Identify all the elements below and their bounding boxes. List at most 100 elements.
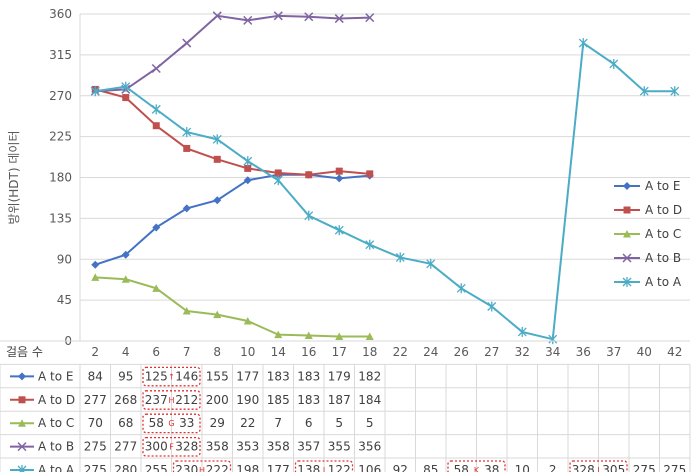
- legend-label: A to B: [645, 251, 681, 265]
- table-cell: 138: [297, 463, 320, 472]
- table-row-label: A to A: [38, 463, 75, 472]
- data-point: [121, 250, 130, 259]
- table-cell: 187: [328, 393, 351, 407]
- table-row-label: A to C: [38, 416, 74, 430]
- y-tick-label: 225: [49, 130, 72, 144]
- legend-label: A to A: [645, 275, 682, 289]
- marker-stroke: [151, 63, 161, 74]
- legend-marker: [623, 230, 631, 238]
- x-tick-label: 16: [301, 345, 316, 359]
- table-legend-marker: [17, 442, 27, 452]
- x-tick-label: 8: [213, 345, 221, 359]
- data-point: [335, 167, 343, 175]
- legend-label: A to D: [645, 203, 682, 217]
- table-cell: 58: [454, 463, 469, 472]
- highlight-rect: [142, 436, 201, 457]
- table-cell: 6: [305, 416, 313, 430]
- x-tick-label: 24: [423, 345, 438, 359]
- table-cell: 268: [114, 393, 137, 407]
- data-point: [151, 104, 161, 115]
- legend: A to E A to D A to C A to B A to A: [614, 179, 682, 289]
- highlight-marker: H: [168, 396, 174, 405]
- table-row-label: A to E: [38, 369, 73, 383]
- data-point: [151, 63, 161, 74]
- series-line-a-to-a: [95, 41, 675, 341]
- table-cell: 356: [358, 440, 381, 454]
- table-cell: 95: [118, 369, 133, 383]
- table-cell: 200: [206, 393, 229, 407]
- highlight-marker: J: [322, 466, 325, 472]
- table-cell: 5: [366, 416, 374, 430]
- data-point: [213, 310, 222, 319]
- data-point: [244, 164, 252, 172]
- data-point: [487, 301, 497, 312]
- table-cell: 300: [145, 440, 168, 454]
- data-table: 걸음 수 2 4 6 7 8 10 14 16 17 18 22 24 26 27 32 34 36 37 40 42A…: [0, 340, 691, 472]
- data-point: [121, 275, 130, 283]
- table-cell: 125: [145, 369, 168, 383]
- data-point: [183, 144, 191, 152]
- data-point: [243, 156, 253, 167]
- data-point: [517, 326, 527, 337]
- data-point: [243, 176, 252, 185]
- x-tick-label: 37: [606, 345, 621, 359]
- highlight-box: I: [569, 460, 628, 472]
- data-point: [212, 11, 222, 21]
- data-point: [213, 155, 221, 163]
- x-tick-label: 10: [240, 345, 255, 359]
- data-point: [304, 331, 313, 340]
- table-row-a-to-c: A to C 70 68 58 33 29 22 7 6 5 5: [10, 416, 374, 430]
- legend-item-a-to-b: A to B: [614, 251, 681, 265]
- y-tick-label: 270: [49, 89, 72, 103]
- data-point: [548, 334, 558, 345]
- x-tick-label: 4: [122, 345, 130, 359]
- data-point: [670, 86, 680, 97]
- data-point: [365, 13, 375, 23]
- legend-marker: [622, 277, 632, 287]
- data-point: [91, 273, 100, 281]
- data-point: [121, 81, 131, 92]
- table-cell: 106: [358, 463, 381, 472]
- marker-stroke: [334, 14, 344, 24]
- table-cell: 355: [328, 440, 351, 454]
- table-cell: 328: [572, 463, 595, 472]
- marker-stroke: [365, 13, 375, 23]
- table-cell: 277: [84, 393, 107, 407]
- table-cell: 230: [175, 463, 198, 472]
- highlight-marker: H: [199, 466, 205, 472]
- highlight-marker: ↑: [168, 372, 175, 381]
- data-point: [90, 86, 100, 97]
- table-cell: 10: [515, 463, 530, 472]
- table-cell: 222: [206, 463, 229, 472]
- table-cell: 280: [114, 463, 137, 472]
- x-tick-label: 26: [454, 345, 469, 359]
- marker-stroke: [304, 12, 314, 22]
- y-tick-label: 180: [49, 171, 72, 185]
- series-line-a-to-c: [95, 276, 370, 338]
- y-tick-label: 315: [49, 48, 72, 62]
- table-header-label: 걸음 수: [6, 345, 43, 359]
- table-cell: 146: [175, 369, 198, 383]
- table-cell: 70: [88, 416, 103, 430]
- legend-label: A to C: [645, 227, 681, 241]
- table-cell: 237: [145, 393, 168, 407]
- table-cell: 275: [663, 463, 686, 472]
- table-row-a-to-d: A to D 277 268 237 212 200 190 185 183 187 184: [10, 393, 381, 407]
- table-cell: 275: [633, 463, 656, 472]
- x-tick-label: 18: [362, 345, 377, 359]
- x-tick-label: 34: [545, 345, 560, 359]
- x-tick-label: 22: [393, 345, 408, 359]
- highlight-box: H: [142, 390, 201, 410]
- data-point: [395, 252, 405, 263]
- data-point: [152, 284, 161, 292]
- series-line-a-to-d: [94, 88, 370, 176]
- legend-item-a-to-e: A to E: [614, 179, 680, 193]
- highlight-box: G: [142, 413, 201, 434]
- y-tick-label: 135: [49, 211, 72, 225]
- highlight-rect: [447, 460, 506, 472]
- y-axis-label: 방위(HDT) 데이터: [7, 131, 21, 225]
- x-tick-label: 2: [91, 345, 99, 359]
- table-cell: 357: [297, 440, 320, 454]
- data-point: [243, 15, 253, 25]
- table-cell: 179: [328, 369, 351, 383]
